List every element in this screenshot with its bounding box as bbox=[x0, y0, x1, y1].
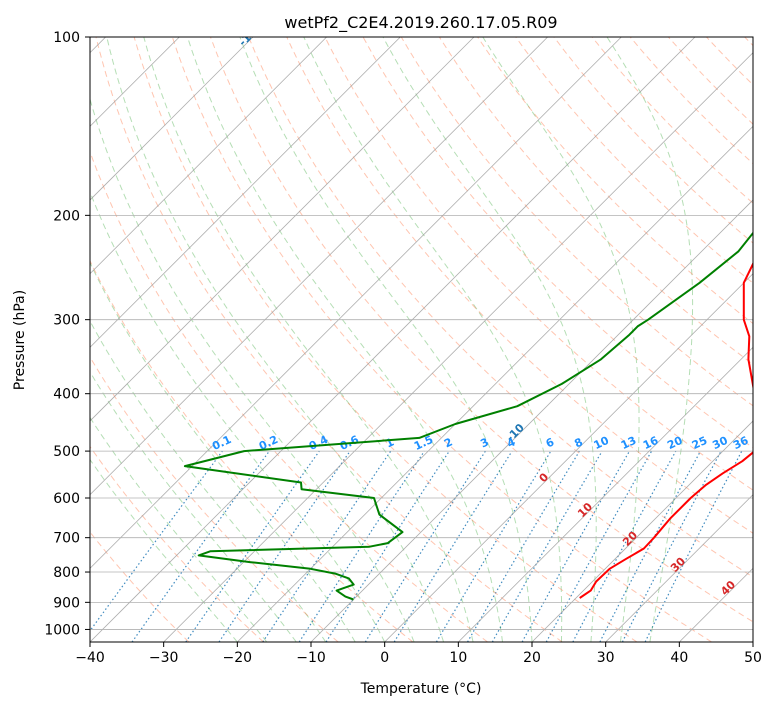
mixing-ratio-label: 10 bbox=[592, 434, 612, 452]
moist-adiabat bbox=[90, 190, 386, 642]
mixing-ratio-label: 13 bbox=[619, 434, 638, 452]
mixing-ratio-line bbox=[90, 450, 223, 632]
dry-adiabat bbox=[95, 37, 563, 642]
isotherm bbox=[163, 52, 753, 642]
mixing-ratio-line bbox=[545, 450, 653, 642]
moist-adiabat bbox=[303, 37, 563, 642]
moist-adiabat bbox=[143, 37, 474, 642]
mixing-ratio-line bbox=[262, 450, 392, 642]
isotherm bbox=[458, 346, 753, 642]
x-tick-label: 30 bbox=[597, 650, 615, 666]
dewpoint-line bbox=[183, 231, 753, 601]
dry-adiabat bbox=[248, 37, 753, 578]
mixing-ratio-label: 20 bbox=[665, 434, 685, 452]
x-tick-label: 50 bbox=[744, 650, 762, 666]
skewed-isotherms bbox=[90, 37, 753, 642]
y-tick-label: 200 bbox=[53, 208, 80, 224]
x-tick-label: 20 bbox=[523, 650, 541, 666]
x-tick-label: −10 bbox=[296, 650, 326, 666]
y-tick-label: 400 bbox=[53, 387, 80, 403]
dry-adiabat bbox=[90, 259, 414, 642]
isotherm-label: -100 bbox=[236, 20, 265, 49]
dry-adiabat bbox=[133, 37, 638, 642]
dry-adiabat bbox=[400, 37, 753, 407]
dry-adiabat bbox=[438, 37, 753, 366]
isotherm bbox=[90, 37, 327, 275]
mixing-ratio-line bbox=[644, 450, 743, 642]
mixing-ratio-label: 25 bbox=[690, 434, 709, 452]
moist-adiabat bbox=[90, 261, 356, 642]
y-tick-label: 1000 bbox=[44, 622, 80, 638]
plot-area: -100-90-80-70-60-50-40-30-20-10010203040… bbox=[90, 20, 753, 642]
y-tick-label: 300 bbox=[53, 313, 80, 329]
moist-adiabat bbox=[90, 320, 327, 642]
dry-adiabat bbox=[210, 37, 753, 623]
dry-adiabat bbox=[553, 37, 753, 244]
dry-adiabat bbox=[90, 445, 264, 642]
x-tick-label: 0 bbox=[380, 650, 389, 666]
temperature-line bbox=[579, 261, 753, 599]
mixing-ratio-line bbox=[298, 450, 425, 642]
isotherm bbox=[90, 37, 475, 422]
mixing-ratio-line bbox=[325, 450, 450, 642]
x-tick-label: −40 bbox=[75, 650, 105, 666]
isotherm bbox=[310, 199, 753, 642]
moist-adiabat bbox=[239, 37, 533, 642]
moist-adiabat bbox=[482, 37, 640, 642]
y-tick-label: 600 bbox=[53, 491, 80, 507]
moist-adiabat bbox=[187, 37, 503, 642]
isotherm bbox=[90, 37, 548, 496]
isotherm bbox=[531, 420, 753, 642]
pressure-gridlines bbox=[90, 37, 753, 630]
mixing-ratio-lines bbox=[90, 450, 743, 642]
y-tick-label: 900 bbox=[53, 595, 80, 611]
mixing-ratio-label: 16 bbox=[641, 434, 661, 452]
x-tick-label: −20 bbox=[223, 650, 253, 666]
moist-adiabat bbox=[382, 37, 597, 642]
plot-frame bbox=[89, 36, 754, 643]
moist-adiabat bbox=[90, 458, 238, 642]
dry-adiabat bbox=[629, 37, 753, 165]
moist-adiabat bbox=[90, 416, 268, 642]
y-axis-ticks: 100 200 300 400 500 600 700 800 900 1000 bbox=[44, 30, 90, 638]
mixing-ratio-line bbox=[393, 450, 513, 642]
x-axis-label: Temperature (°C) bbox=[360, 681, 482, 697]
x-tick-label: −30 bbox=[149, 650, 179, 666]
dry-adiabat bbox=[362, 37, 753, 449]
y-tick-label: 500 bbox=[53, 444, 80, 460]
mixing-ratio-line bbox=[185, 450, 320, 642]
x-tick-label: 10 bbox=[449, 650, 467, 666]
mixing-ratio-line bbox=[521, 450, 631, 642]
y-axis-label: Pressure (hPa) bbox=[12, 290, 28, 390]
moist-adiabat bbox=[90, 370, 297, 642]
x-axis-ticks: −40 −30 −20 −10 0 10 20 30 40 50 bbox=[75, 642, 762, 666]
mixing-ratio-line bbox=[131, 450, 270, 642]
isotherm bbox=[90, 37, 401, 348]
dry-adiabat bbox=[324, 37, 753, 491]
moist-adiabat bbox=[106, 37, 445, 642]
mixing-ratio-label: 36 bbox=[731, 434, 751, 452]
moist-adiabat bbox=[606, 37, 694, 642]
y-tick-label: 100 bbox=[53, 30, 80, 46]
chart-title: wetPf2_C2E4.2019.260.17.05.R09 bbox=[284, 13, 557, 33]
isotherm bbox=[384, 273, 753, 642]
mixing-ratio-line bbox=[218, 450, 351, 642]
x-tick-label: 40 bbox=[670, 650, 688, 666]
isotherm bbox=[605, 494, 753, 642]
isotherm bbox=[237, 125, 753, 642]
sounding-series bbox=[183, 231, 753, 601]
mixing-ratio-line bbox=[572, 450, 677, 642]
isotherm bbox=[90, 37, 696, 642]
isotherm bbox=[90, 37, 622, 569]
y-tick-label: 700 bbox=[53, 531, 80, 547]
y-tick-label: 800 bbox=[53, 565, 80, 581]
isotherm bbox=[90, 37, 254, 201]
mixing-ratio-label: 30 bbox=[710, 434, 730, 452]
